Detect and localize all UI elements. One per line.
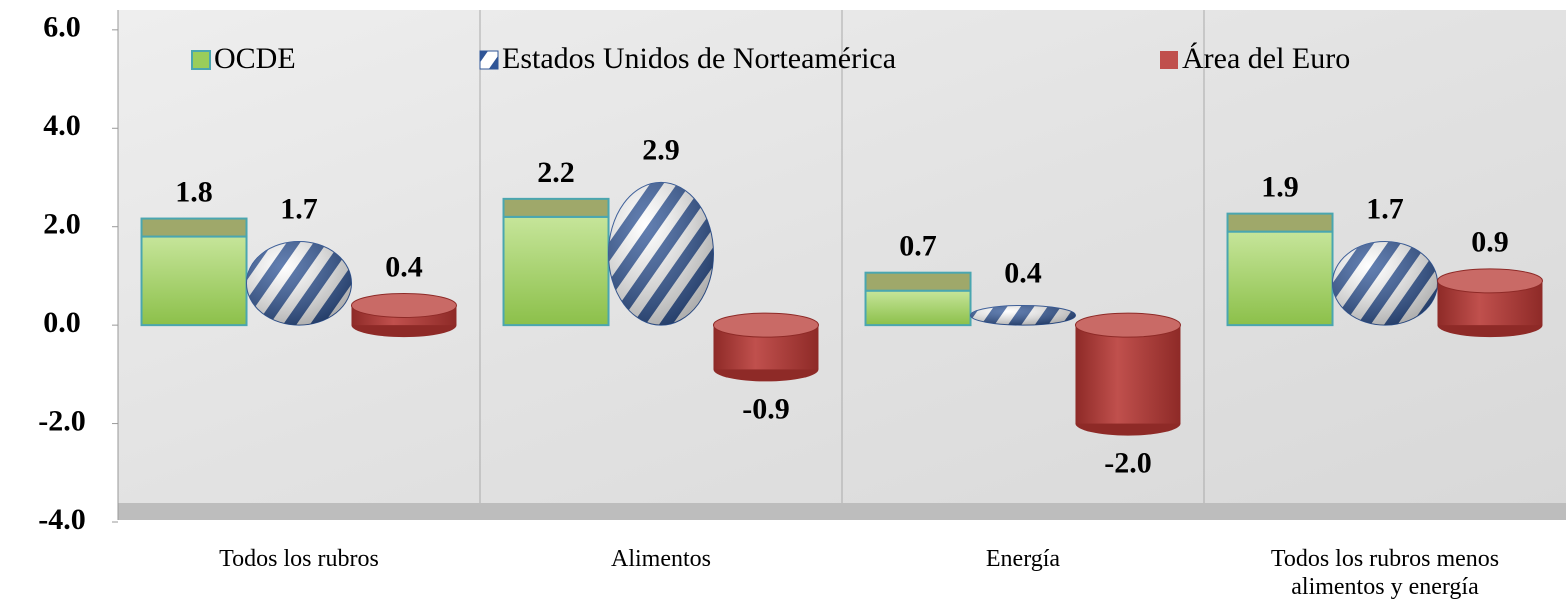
y-tick-label: -2.0	[38, 404, 86, 437]
legend-label: Estados Unidos de Norteamérica	[502, 42, 896, 75]
y-tick-label: 2.0	[43, 208, 81, 241]
x-tick-label: Energía	[985, 546, 1061, 572]
bar	[1226, 212, 1334, 327]
y-tick-label: 0.0	[43, 306, 81, 339]
bar	[140, 217, 248, 327]
value-label: 0.9	[1471, 226, 1509, 259]
value-label: 1.7	[280, 192, 318, 225]
value-label: 1.7	[1366, 192, 1404, 225]
x-tick-label: Alimentos	[611, 546, 711, 572]
x-tick-label: Todos los rubros menos alimentos y energ…	[1270, 546, 1500, 600]
value-label: 0.7	[899, 230, 937, 263]
value-label: 0.4	[1004, 256, 1042, 289]
value-label: -2.0	[1104, 446, 1152, 479]
value-label: 1.8	[175, 175, 213, 208]
sphere	[608, 181, 714, 326]
cylinder	[1436, 268, 1543, 338]
floor	[118, 503, 1566, 520]
sphere	[1332, 240, 1438, 326]
legend-label: Área del Euro	[1182, 42, 1350, 75]
y-tick-label: -4.0	[38, 503, 86, 536]
cylinder	[350, 292, 457, 338]
legend-swatch	[1160, 51, 1178, 69]
value-label: 0.4	[385, 250, 423, 283]
x-tick-label: Todos los rubros	[219, 546, 379, 572]
legend-swatch	[479, 50, 499, 70]
legend-label: OCDE	[214, 42, 296, 75]
value-label: -0.9	[742, 392, 790, 425]
bar	[864, 271, 972, 327]
bar	[502, 197, 610, 327]
cylinder	[712, 312, 819, 382]
sphere	[970, 304, 1076, 326]
value-label: 2.2	[537, 156, 575, 189]
y-tick-label: 4.0	[43, 109, 81, 142]
y-tick-label: 6.0	[43, 11, 81, 44]
value-label: 2.9	[642, 133, 680, 166]
value-label: 1.9	[1261, 171, 1299, 204]
legend-swatch	[191, 50, 211, 70]
cylinder	[1074, 312, 1181, 436]
sphere	[246, 240, 352, 326]
